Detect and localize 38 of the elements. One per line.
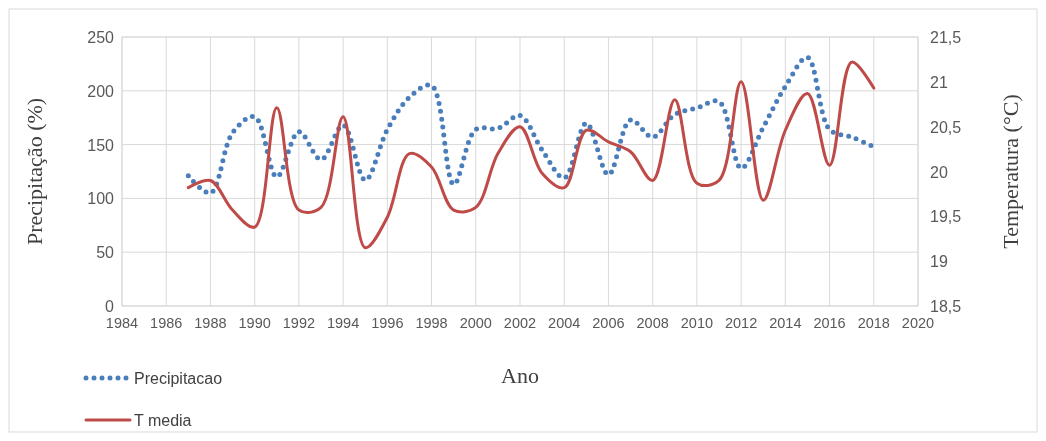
y-tick-label: 150	[87, 136, 115, 154]
y-tick-label: 100	[87, 190, 115, 208]
x-axis-title: Ano	[501, 363, 539, 388]
y2-tick-label: 19,5	[930, 208, 962, 226]
x-tick-label: 2008	[636, 315, 669, 331]
x-tick-label: 1984	[105, 315, 139, 331]
y2-tick-label: 21	[930, 73, 948, 91]
x-tick-label: 1998	[415, 315, 448, 331]
x-tick-label: 1988	[194, 315, 227, 331]
x-tick-label: 2004	[548, 315, 581, 331]
x-tick-label: 2000	[459, 315, 492, 331]
x-tick-label: 1996	[371, 315, 404, 331]
x-tick-label: 1994	[326, 315, 360, 331]
x-tick-label: 2018	[857, 315, 890, 331]
legend-label: T media	[134, 412, 192, 429]
y-tick-label: 0	[105, 298, 115, 315]
x-tick-label: 2016	[813, 315, 846, 331]
y2-tick-label: 20	[930, 163, 948, 181]
y2-axis-title: Temperatura (°C)	[998, 94, 1023, 249]
x-tick-label: 2010	[680, 315, 714, 331]
y-tick-label: 250	[87, 29, 115, 46]
x-tick-label: 2014	[769, 315, 802, 331]
line-series	[186, 60, 876, 250]
x-tick-label: 1990	[238, 315, 271, 331]
y2-tick-label: 18,5	[930, 298, 962, 315]
y-tick-label: 200	[87, 82, 115, 100]
x-tick-label: 2012	[724, 315, 758, 331]
x-tick-label: 2006	[592, 315, 625, 331]
y-axis-title: Precipitação (%)	[22, 97, 47, 246]
x-tick-label: 1992	[282, 315, 316, 331]
y2-tick-label: 19	[930, 253, 948, 271]
x-tick-label: 2002	[503, 315, 537, 331]
y2-tick-label: 20,5	[930, 118, 962, 136]
y-tick-label: 50	[96, 244, 115, 262]
legend-label: Precipitacao	[134, 370, 223, 387]
y2-tick-label: 21,5	[930, 29, 962, 46]
x-tick-label: 2020	[901, 315, 935, 331]
x-tick-label: 1986	[150, 315, 183, 331]
